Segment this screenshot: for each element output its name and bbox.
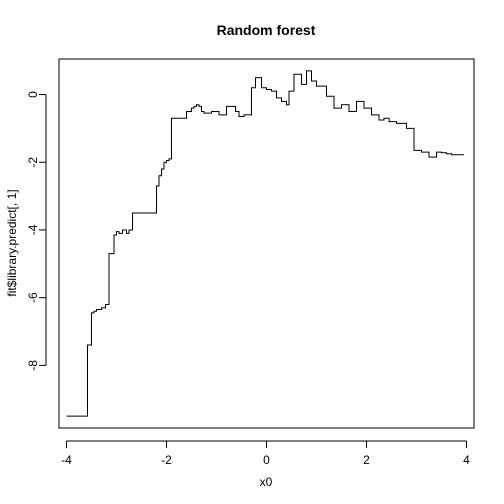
x-tick-label: -2 (161, 453, 172, 467)
y-tick-label: -4 (26, 224, 40, 235)
data-point (158, 175, 159, 176)
x-tick-label: 2 (363, 453, 370, 467)
data-point (156, 185, 157, 186)
data-point (108, 253, 109, 254)
y-axis: -8 -6 -4 -2 0 (26, 91, 47, 371)
data-point (132, 212, 133, 213)
data-point (87, 344, 88, 345)
data-point (363, 107, 364, 108)
data-point (421, 151, 422, 152)
y-tick-label: 0 (26, 91, 40, 98)
data-point (91, 312, 92, 313)
data-point (396, 123, 397, 124)
data-point (211, 111, 212, 112)
data-point (428, 157, 429, 158)
data-point (271, 91, 272, 92)
data-point (171, 118, 172, 119)
data-point (201, 111, 202, 112)
data-point (281, 101, 282, 102)
data-point (446, 153, 447, 154)
data-point (101, 307, 102, 308)
data-point (463, 154, 464, 155)
data-point (203, 113, 204, 114)
data-point (413, 150, 414, 151)
data-point (311, 80, 312, 81)
series-line (66, 70, 464, 417)
data-point (371, 114, 372, 115)
data-point (198, 106, 199, 107)
data-point (93, 311, 94, 312)
y-tick-label: -2 (26, 157, 40, 168)
data-point (218, 114, 219, 115)
data-point (163, 162, 164, 163)
data-point (168, 158, 169, 159)
data-point (456, 154, 457, 155)
data-point (406, 128, 407, 129)
data-point (186, 111, 187, 112)
x-tick-label: 4 (463, 453, 470, 467)
x-tick-label: -4 (61, 453, 72, 467)
data-points (66, 70, 465, 417)
data-point (316, 85, 317, 86)
data-point (293, 74, 294, 75)
data-point (388, 121, 389, 122)
data-point (243, 114, 244, 115)
data-point (326, 96, 327, 97)
data-point (436, 151, 437, 152)
data-point (105, 304, 106, 305)
data-point (451, 154, 452, 155)
data-point (235, 111, 236, 112)
data-point (193, 106, 194, 107)
data-point (378, 119, 379, 120)
data-point (306, 70, 307, 71)
data-point (191, 107, 192, 108)
data-point (138, 212, 139, 213)
data-point (226, 106, 227, 107)
chart-title: Random forest (217, 22, 316, 38)
data-point (135, 212, 136, 213)
data-point (166, 160, 167, 161)
data-point (348, 111, 349, 112)
data-point (96, 309, 97, 310)
data-point (301, 84, 302, 85)
data-point (161, 168, 162, 169)
data-point (383, 118, 384, 119)
x-tick-label: 0 (263, 453, 270, 467)
data-point (126, 233, 127, 234)
y-tick-label: -8 (26, 360, 40, 371)
x-axis-label: x0 (260, 475, 273, 489)
data-point (122, 229, 123, 230)
data-point (251, 87, 252, 88)
data-point (113, 234, 114, 235)
data-point (276, 97, 277, 98)
data-point (341, 104, 342, 105)
data-point (66, 416, 67, 417)
plot-frame (58, 58, 475, 429)
y-axis-label: fit$library.predict[, 1] (5, 189, 19, 296)
data-point (261, 87, 262, 88)
data-point (128, 229, 129, 230)
x-axis: -4 -2 0 2 4 (61, 440, 470, 467)
data-point (333, 107, 334, 108)
data-point (196, 104, 197, 105)
data-point (118, 233, 119, 234)
data-point (255, 77, 256, 78)
data-point (116, 231, 117, 232)
data-point (266, 89, 267, 90)
data-point (356, 101, 357, 102)
data-point (441, 152, 442, 153)
data-point (286, 104, 287, 105)
data-point (238, 116, 239, 117)
y-tick-label: -6 (26, 292, 40, 303)
data-point (288, 91, 289, 92)
